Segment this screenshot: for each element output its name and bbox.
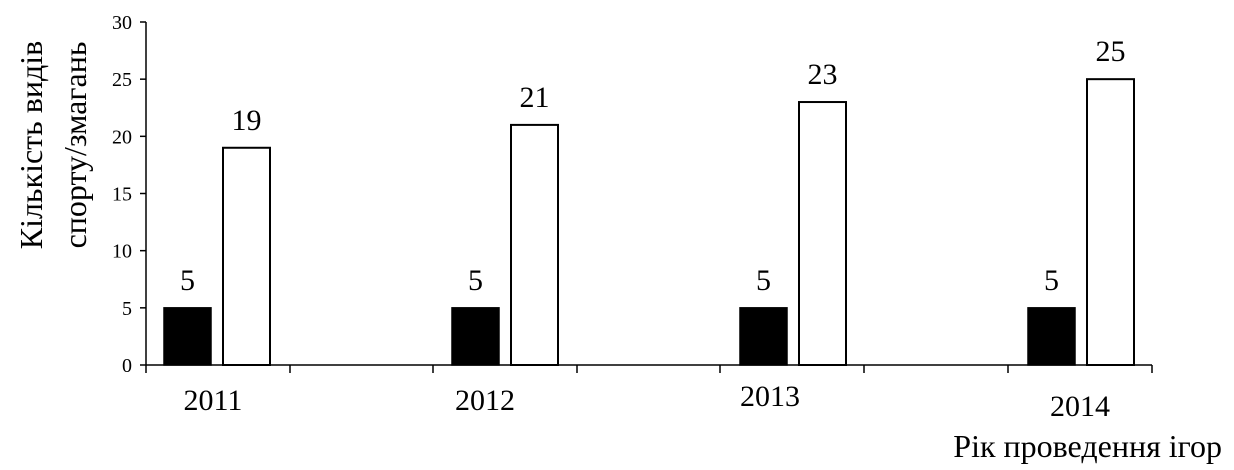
data-label-white-2011: 19 — [232, 104, 262, 137]
y-axis-title-line-2: спорту/змагань — [57, 42, 93, 249]
bar-white-2013 — [798, 101, 847, 367]
data-label-white-2014: 25 — [1096, 35, 1126, 68]
x-axis-title: Рік проведення ігор — [953, 428, 1222, 464]
data-label-white-2013: 23 — [808, 58, 838, 91]
bar-white-2014 — [1086, 78, 1135, 367]
x-tick-label-2013: 2013 — [740, 380, 800, 413]
bar-white-2011 — [222, 146, 271, 366]
x-tick-label-2014: 2014 — [1050, 390, 1110, 423]
data-label-black-2014: 5 — [1044, 264, 1059, 297]
y-tick-label: 0 — [122, 355, 132, 377]
y-tick-label: 20 — [112, 126, 132, 148]
data-label-black-2012: 5 — [468, 264, 483, 297]
x-tick-label-2012: 2012 — [455, 384, 515, 417]
data-label-white-2012: 21 — [520, 81, 550, 114]
y-axis-title: Кількість видів спорту/змагань — [13, 41, 93, 250]
y-axis-title-line-1: Кількість видів — [13, 41, 49, 250]
y-tick-label: 15 — [112, 184, 132, 206]
data-label-black-2013: 5 — [756, 264, 771, 297]
bar-white-2012 — [510, 123, 559, 367]
bar-black-2013 — [739, 307, 788, 366]
y-tick-label: 10 — [112, 241, 132, 263]
bar-black-2011 — [163, 307, 212, 366]
y-tick-label: 25 — [112, 69, 132, 91]
bar-black-2012 — [451, 307, 500, 366]
y-tick-label: 30 — [112, 12, 132, 34]
y-tick-label: 5 — [122, 298, 132, 320]
plot-area: 0 5 10 15 20 25 30 5 19 2011 5 21 2012 5 23 2013 5 25 2014 — [112, 12, 1153, 423]
data-label-black-2011: 5 — [180, 264, 195, 297]
bar-black-2014 — [1027, 307, 1076, 366]
x-tick-label-2011: 2011 — [184, 384, 243, 417]
